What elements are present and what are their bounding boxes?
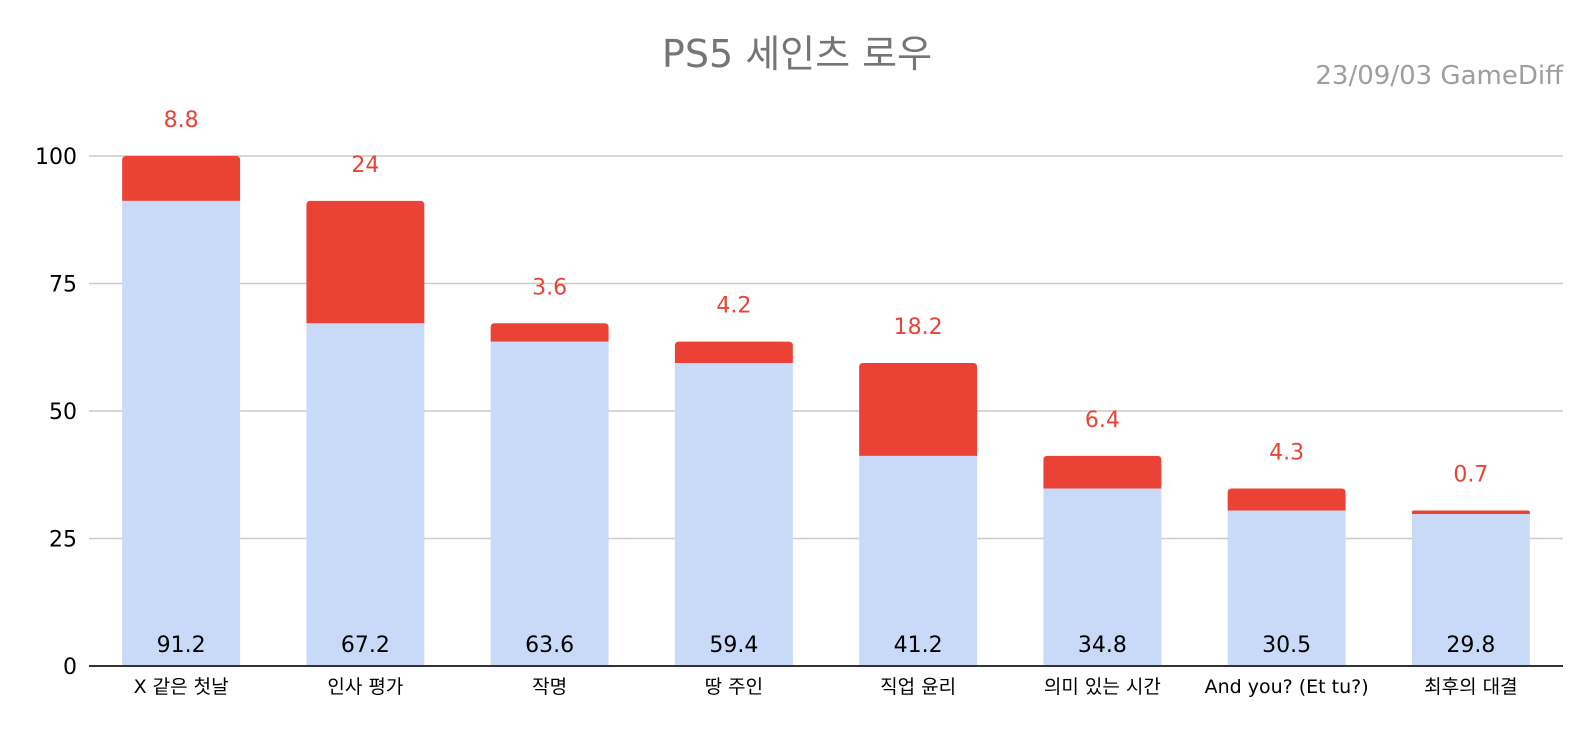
bar-base-label: 63.6 <box>525 633 574 658</box>
y-tick-label: 50 <box>49 400 77 425</box>
y-tick-label: 0 <box>63 655 77 680</box>
bar-top-label: 8.8 <box>164 108 199 133</box>
x-tick-label: 작명 <box>532 676 567 698</box>
x-tick-label: X 같은 첫날 <box>134 676 229 698</box>
bar-top-label: 6.4 <box>1085 408 1120 433</box>
bar-top <box>490 323 609 342</box>
bar-top-label: 0.7 <box>1453 462 1488 487</box>
bar-base <box>1411 514 1530 666</box>
x-tick-label: 인사 평가 <box>327 676 403 698</box>
bar-top-label: 4.3 <box>1269 441 1304 466</box>
bar-top-label: 18.2 <box>894 315 943 340</box>
y-tick-label: 25 <box>49 528 77 553</box>
bar-top <box>674 341 793 364</box>
bar-top <box>1043 455 1162 489</box>
bar-top-label: 24 <box>351 153 379 178</box>
x-tick-label: 땅 주인 <box>705 676 763 698</box>
x-tick-label: And you? (Et tu?) <box>1205 676 1369 698</box>
bar-base-label: 29.8 <box>1446 633 1495 658</box>
bar-base <box>122 200 241 666</box>
bar-base-label: 34.8 <box>1078 633 1127 658</box>
chart-title: PS5 세인츠 로우 <box>662 32 932 76</box>
bar-base <box>306 323 425 666</box>
bar-base-label: 30.5 <box>1262 633 1311 658</box>
bar-base <box>859 455 978 666</box>
bar-base <box>1227 510 1346 666</box>
y-tick-label: 75 <box>49 273 77 298</box>
y-tick-label: 100 <box>35 145 77 170</box>
x-tick-label: 의미 있는 시간 <box>1044 676 1161 698</box>
x-axis: X 같은 첫날 인사 평가 작명 땅 주인 직업 윤리 의미 있는 시간 And you? … <box>89 665 1563 698</box>
bar-base-label: 59.4 <box>709 633 758 658</box>
bar-base <box>1043 488 1162 666</box>
bar-top-label: 3.6 <box>532 275 567 300</box>
bar-base-label: 91.2 <box>157 633 206 658</box>
bar-top <box>306 200 425 324</box>
chart-subtitle: 23/09/03 GameDiff <box>1315 61 1564 91</box>
bar-base-label: 41.2 <box>894 633 943 658</box>
x-tick-label: 직업 윤리 <box>880 676 956 698</box>
bar-top <box>1227 488 1346 511</box>
bar-base <box>490 341 609 666</box>
bars: 91.2 8.8 67.2 24 63.6 3.6 59.4 4.2 41.2 18.2 34.8 6… <box>122 108 1530 666</box>
x-tick-label: 최후의 대결 <box>1424 676 1517 698</box>
bar-top <box>122 156 241 201</box>
bar-top <box>1411 510 1530 515</box>
bar-top-label: 4.2 <box>716 294 751 319</box>
y-axis: 0 25 50 75 100 <box>35 145 77 680</box>
bar-top <box>859 363 978 456</box>
bar-base-label: 67.2 <box>341 633 390 658</box>
bar-base <box>674 363 793 666</box>
